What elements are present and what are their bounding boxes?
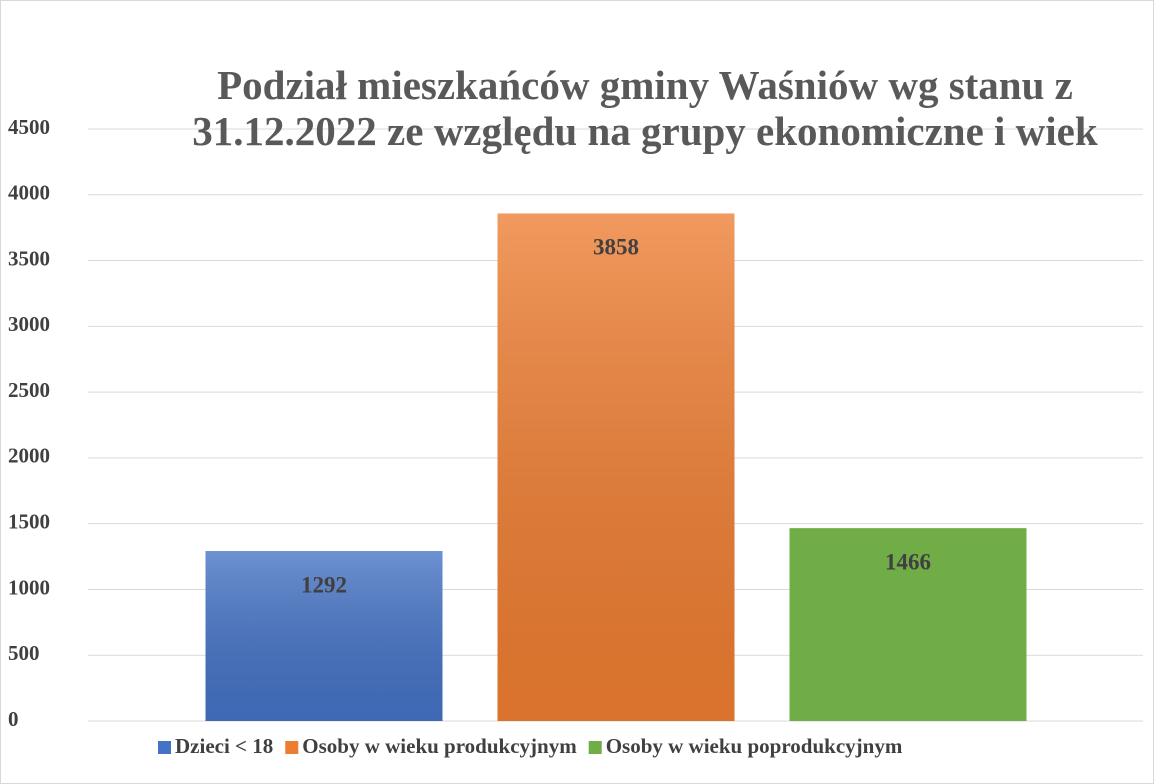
y-tick-label: 4500 (8, 115, 50, 139)
y-tick-label: 4000 (8, 181, 50, 205)
bar-sheen (497, 213, 735, 721)
y-tick-label: 500 (8, 641, 40, 665)
legend-swatch (158, 741, 171, 754)
y-tick-label: 2500 (8, 378, 50, 402)
y-tick-label: 2000 (8, 444, 50, 468)
legend-label: Osoby w wieku poprodukcyjnym (606, 734, 903, 758)
legend-label: Osoby w wieku produkcyjnym (302, 734, 577, 758)
legend-swatch (285, 741, 299, 754)
data-label: 1292 (301, 572, 347, 597)
y-tick-label: 1000 (8, 575, 50, 599)
bar-sheen (205, 551, 443, 721)
y-tick-label: 3000 (8, 312, 50, 336)
legend-label: Dzieci < 18 (175, 734, 273, 758)
legend-swatch (588, 741, 602, 754)
y-tick-label: 0 (8, 707, 19, 731)
chart-title: Podział mieszkańców gminy Waśniów wg sta… (192, 62, 1098, 154)
y-tick-label: 3500 (8, 246, 50, 270)
data-label: 3858 (593, 235, 639, 260)
data-label: 1466 (885, 549, 931, 574)
bar (789, 528, 1027, 721)
y-tick-label: 1500 (8, 509, 50, 533)
